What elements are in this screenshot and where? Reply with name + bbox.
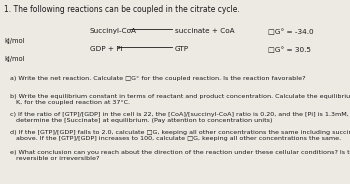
Text: succinate + CoA: succinate + CoA [175,28,234,34]
Text: Succinyl-CoA: Succinyl-CoA [90,28,137,34]
Text: c) If the ratio of [GTP]/[GDP] in the cell is 22, the [CoA]/[succinyl-CoA] ratio: c) If the ratio of [GTP]/[GDP] in the ce… [10,112,349,123]
Text: GDP + Pi: GDP + Pi [90,46,122,52]
Text: e) What conclusion can you reach about the direction of the reaction under these: e) What conclusion can you reach about t… [10,150,350,161]
Text: □G° = 30.5: □G° = 30.5 [268,46,311,53]
Text: b) Write the equilibrium constant in terms of reactant and product concentration: b) Write the equilibrium constant in ter… [10,94,350,105]
Text: d) If the [GTP]/[GDP] falls to 2.0, calculate □G, keeping all other concentratio: d) If the [GTP]/[GDP] falls to 2.0, calc… [10,130,350,141]
Text: a) Write the net reaction. Calculate □G° for the coupled reaction. Is the reacti: a) Write the net reaction. Calculate □G°… [10,76,306,81]
Text: kJ/mol: kJ/mol [4,56,24,62]
Text: □G° = -34.0: □G° = -34.0 [268,28,314,35]
Text: GTP: GTP [175,46,189,52]
Text: kJ/mol: kJ/mol [4,38,24,44]
Text: 1. The following reactions can be coupled in the citrate cycle.: 1. The following reactions can be couple… [4,5,240,14]
